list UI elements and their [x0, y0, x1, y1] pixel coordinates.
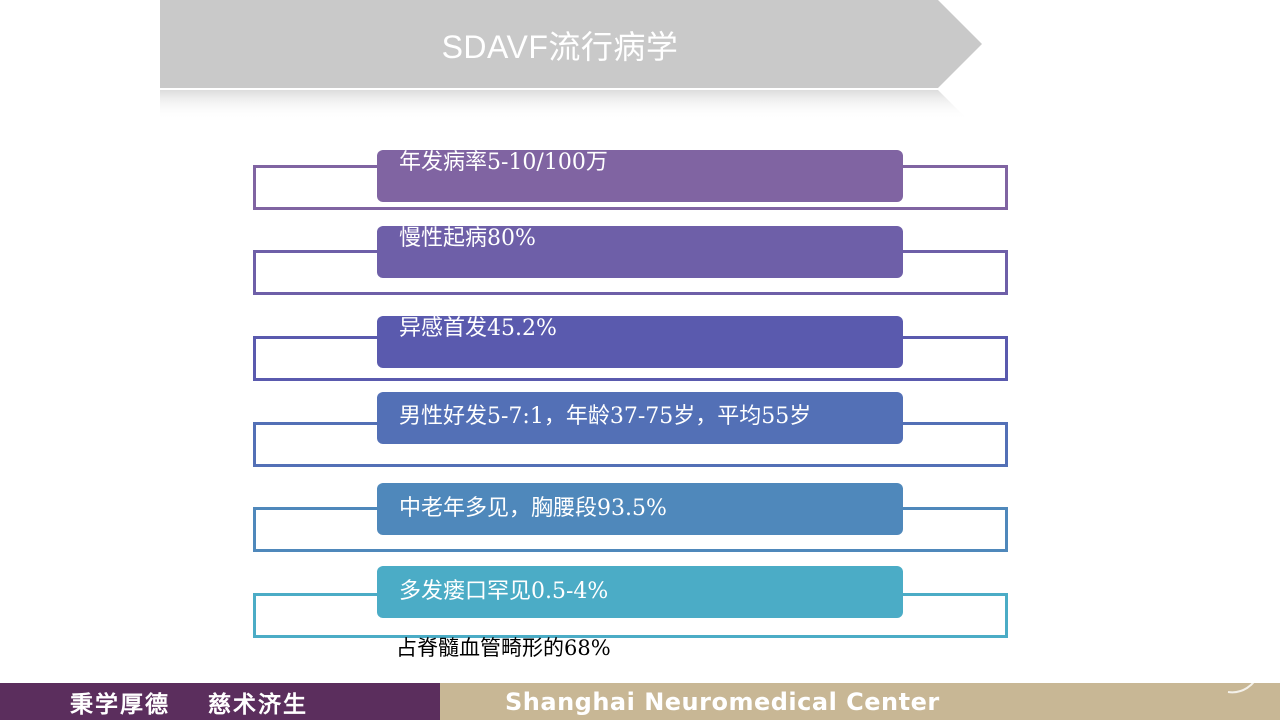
item-text: 年发病率5-10/100万 [399, 150, 608, 175]
footer-motto-2: 慈术济生 [208, 691, 308, 718]
item-label-box: 多发瘘口罕见0.5-4% [377, 566, 903, 618]
footer-center-name: Shanghai Neuromedical Center [505, 687, 940, 716]
item-text: 中老年多见，胸腰段93.5% [399, 496, 667, 521]
item-label-box: 年发病率5-10/100万 [377, 150, 903, 202]
item-label-box: 男性好发5-7:1，年龄37-75岁，平均55岁 [377, 392, 903, 444]
footer-center-bar: Shanghai Neuromedical Center [440, 683, 1280, 720]
item-text: 异感首发45.2% [399, 316, 557, 341]
item-label-box: 异感首发45.2% [377, 316, 903, 368]
footer-motto-bar: 秉学厚德 慈术济生 [0, 683, 440, 720]
item-label-box: 慢性起病80% [377, 226, 903, 278]
item-text: 慢性起病80% [399, 226, 536, 251]
item-label-box: 中老年多见，胸腰段93.5% [377, 483, 903, 535]
banner-arrow-shape [160, 0, 982, 120]
extra-note-text: 占脊髓血管畸形的68% [396, 636, 611, 660]
logo-swoosh-icon [1227, 671, 1261, 694]
footer-motto-1: 秉学厚德 [70, 691, 170, 718]
title-banner: SDAVF流行病学 [160, 0, 984, 120]
page-title: SDAVF流行病学 [441, 29, 679, 65]
item-text: 多发瘘口罕见0.5-4% [399, 579, 609, 604]
item-text: 男性好发5-7:1，年龄37-75岁，平均55岁 [399, 404, 812, 429]
